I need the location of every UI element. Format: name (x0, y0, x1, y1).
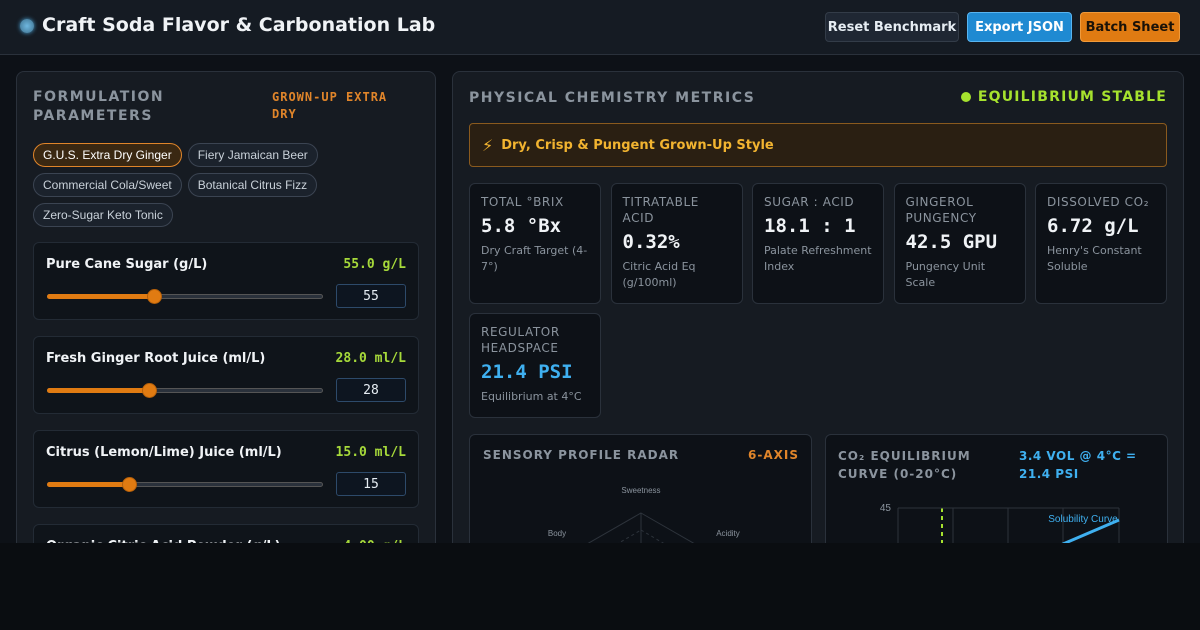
metric-label: SUGAR : ACID (764, 195, 855, 209)
slider-label: Organic Citric Acid Powder (g/L) (46, 539, 281, 543)
slider-input[interactable]: 55 (336, 284, 406, 308)
preset-chip[interactable]: Fiery Jamaican Beer (187, 143, 318, 167)
co2-chart: Solubility Curve 45 (880, 503, 1120, 543)
slider-card: Organic Citric Acid Powder (g/L) 4.00 g/L (33, 524, 419, 543)
slider-readout: 4.00 g/L (343, 539, 406, 543)
metric-card: SUGAR : ACID 18.1 : 1 Palate Refreshment I… (752, 183, 884, 304)
slider-card: Citrus (Lemon/Lime) Juice (ml/L) 15.0 ml/… (33, 430, 419, 508)
slider-label: Pure Cane Sugar (g/L) (46, 257, 208, 272)
metric-card: GINGEROL PUNGENCY 42.5 GPU Pungency Unit S… (893, 183, 1026, 304)
metric-card: DISSOLVED CO₂ 6.72 g/L Henry's Constant So… (1035, 183, 1167, 304)
preset-chip[interactable]: G.U.S. Extra Dry Ginger (33, 143, 182, 167)
solubility-curve (1061, 518, 1120, 543)
formulation-panel: FORMULATION PARAMETERS GROWN-UP EXTRA DR… (16, 71, 436, 543)
slider-readout: 55.0 g/L (343, 257, 406, 272)
slider-fill (47, 294, 156, 299)
metric-note: Palate Refreshment Index (764, 244, 872, 273)
metric-label: REGULATOR HEADSPACE (481, 325, 560, 355)
radar-title: SENSORY PROFILE RADAR (483, 448, 680, 462)
style-banner: ⚡ Dry, Crisp & Pungent Grown-Up Style (469, 123, 1167, 167)
slider-card: Fresh Ginger Root Juice (ml/L) 28.0 ml/L 2… (33, 336, 419, 414)
radar-axis-label: Sweetness (621, 486, 660, 495)
logo-dot (20, 19, 34, 33)
radar-chart: Sweetness Acidity Body (548, 486, 740, 543)
slider-thumb[interactable] (147, 289, 163, 304)
slider-label: Citrus (Lemon/Lime) Juice (ml/L) (46, 445, 282, 460)
metric-card: TOTAL °BRIX 5.8 °Bx Dry Craft Target (4-7°… (469, 183, 601, 304)
slider-fill (47, 482, 130, 487)
metric-label: DISSOLVED CO₂ (1047, 195, 1150, 209)
metric-card: TITRATABLE ACID 0.32% Citric Acid Eq (g/10… (610, 183, 743, 304)
reset-button[interactable]: Reset Benchmark (825, 12, 959, 42)
style-badge: GROWN-UP EXTRA DRY (272, 90, 388, 121)
metric-value: 21.4 PSI (481, 361, 573, 383)
radar-axis-label: Acidity (716, 529, 740, 538)
metric-note: Equilibrium at 4°C (481, 390, 582, 403)
preset-list: G.U.S. Extra Dry Ginger Fiery Jamaican Be… (33, 143, 333, 227)
preset-chip[interactable]: Commercial Cola/Sweet (33, 173, 182, 197)
app-title: Craft Soda Flavor & Carbonation Lab (42, 14, 436, 36)
bolt-icon: ⚡ (482, 135, 494, 155)
banner-text: Dry, Crisp & Pungent Grown-Up Style (501, 137, 774, 153)
status: EQUILIBRIUM STABLE (960, 89, 1167, 105)
metric-card: REGULATOR HEADSPACE 21.4 PSI Equilibrium a… (469, 313, 601, 418)
co2-title: CO₂ EQUILIBRIUM CURVE (0-20°C) (838, 449, 971, 481)
export-button[interactable]: Export JSON (967, 12, 1072, 42)
metric-value: 42.5 GPU (905, 231, 998, 253)
radar-badge: 6-AXIS (748, 448, 799, 462)
app: Craft Soda Flavor & Carbonation Lab Rese… (0, 0, 1200, 543)
slider-fill (47, 388, 151, 393)
panel-title: PHYSICAL CHEMISTRY METRICS (469, 90, 756, 106)
metric-value: 18.1 : 1 (764, 215, 856, 237)
y-tick-label: 45 (880, 503, 892, 514)
radar-axis-label: Body (548, 529, 566, 538)
preset-chip[interactable]: Botanical Citrus Fizz (187, 173, 318, 197)
metric-note: Pungency Unit Scale (905, 260, 986, 289)
metric-note: Dry Craft Target (4-7°) (481, 244, 588, 273)
co2-card: CO₂ EQUILIBRIUM CURVE (0-20°C) 3.4 VOL @… (825, 434, 1168, 543)
metric-value: 5.8 °Bx (481, 215, 562, 237)
metric-value: 6.72 g/L (1047, 215, 1139, 237)
metric-label: TITRATABLE ACID (622, 195, 699, 225)
metric-value: 0.32% (622, 231, 680, 253)
co2-badge: 3.4 VOL @ 4°C = 21.4 PSI (1019, 449, 1137, 481)
series-label: Solubility Curve (1048, 514, 1118, 525)
metric-note: Henry's Constant Soluble (1047, 244, 1142, 273)
metric-note: Citric Acid Eq (g/100ml) (622, 260, 696, 289)
status-text: EQUILIBRIUM STABLE (977, 89, 1167, 105)
metric-label: GINGEROL PUNGENCY (905, 195, 977, 225)
slider-readout: 28.0 ml/L (335, 351, 406, 366)
slider-thumb[interactable] (121, 477, 137, 492)
slider-card: Pure Cane Sugar (g/L) 55.0 g/L 55 (33, 242, 419, 320)
panel-title: FORMULATION PARAMETERS (33, 89, 165, 124)
slider-thumb[interactable] (142, 383, 158, 398)
slider-label: Fresh Ginger Root Juice (ml/L) (46, 351, 266, 366)
batch-button[interactable]: Batch Sheet (1080, 12, 1180, 42)
metrics-panel: PHYSICAL CHEMISTRY METRICS EQUILIBRIUM S… (452, 71, 1184, 543)
header: Craft Soda Flavor & Carbonation Lab Rese… (0, 0, 1200, 55)
slider-readout: 15.0 ml/L (335, 445, 406, 460)
slider-input[interactable]: 28 (336, 378, 406, 402)
preset-chip[interactable]: Zero-Sugar Keto Tonic (33, 203, 173, 227)
radar-card: SENSORY PROFILE RADAR 6-AXIS Sweetness Ac… (469, 434, 812, 543)
metric-label: TOTAL °BRIX (481, 195, 564, 209)
slider-input[interactable]: 15 (336, 472, 406, 496)
status-dot (960, 92, 971, 102)
